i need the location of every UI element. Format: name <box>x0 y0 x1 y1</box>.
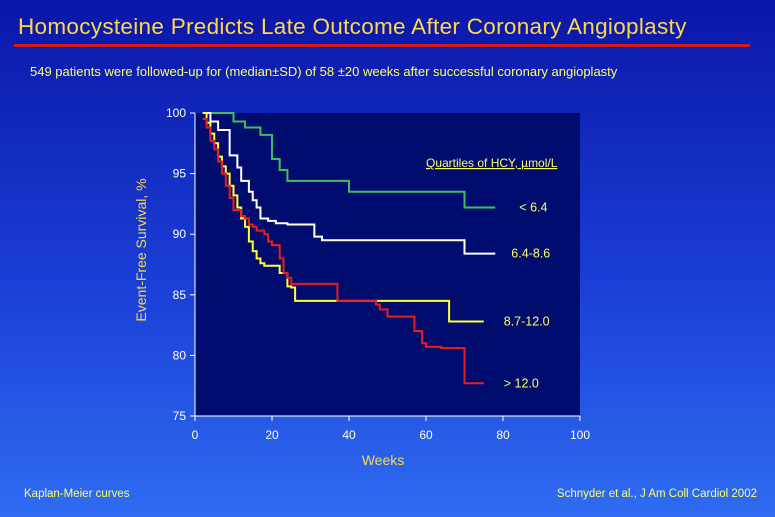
series-line-1 <box>202 112 496 209</box>
x-tick-label: 40 <box>342 428 356 442</box>
x-axis-label: Weeks <box>362 452 405 468</box>
y-tick-label: 90 <box>173 227 187 241</box>
slide-title: Homocysteine Predicts Late Outcome After… <box>18 14 687 39</box>
x-tick-label: 20 <box>265 428 279 442</box>
series-label-4: > 12.0 <box>504 376 539 390</box>
footer-citation: Schnyder et al., J Am Coll Cardiol 2002 <box>556 488 757 500</box>
series-label-2: 6.4-8.6 <box>511 247 550 261</box>
slide-subtitle: 549 patients were followed-up for (media… <box>30 64 618 79</box>
axes <box>194 113 580 417</box>
y-tick-label: 85 <box>173 288 187 302</box>
x-tick-label: 100 <box>570 428 590 442</box>
x-tick-label: 60 <box>419 428 433 442</box>
series-line-4 <box>202 118 484 385</box>
y-tick-label: 75 <box>173 409 187 423</box>
series-lines <box>202 112 496 385</box>
y-axis-label: Event-Free Survival, % <box>133 178 149 321</box>
y-tick-label: 95 <box>173 167 187 181</box>
y-tick-label: 100 <box>166 106 186 120</box>
title-underline <box>14 44 750 47</box>
footer-note: Kaplan-Meier curves <box>24 488 130 500</box>
series-line-2 <box>202 112 496 255</box>
x-tick-label: 80 <box>496 428 510 442</box>
x-tick-label: 0 <box>192 428 199 442</box>
series-label-1: < 6.4 <box>519 201 547 215</box>
plot-area <box>195 113 580 416</box>
series-labels: < 6.4 6.4-8.6 8.7-12.0 > 12.0 <box>504 201 551 391</box>
y-tick-label: 80 <box>173 348 187 362</box>
series-label-3: 8.7-12.0 <box>504 314 550 328</box>
legend-title: Quartiles of HCY, µmol/L <box>426 156 558 170</box>
ticks: 75 80 85 90 95 100 0 20 40 60 80 100 <box>166 106 590 442</box>
series-line-3 <box>202 112 484 323</box>
